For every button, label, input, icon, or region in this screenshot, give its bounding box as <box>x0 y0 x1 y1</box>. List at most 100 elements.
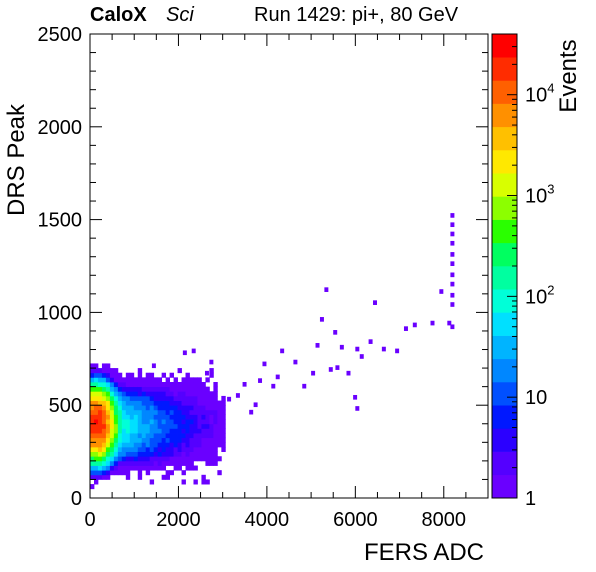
heatmap-bin <box>101 377 107 383</box>
heatmap-bin <box>125 391 131 397</box>
heatmap-bin <box>157 465 163 471</box>
heatmap-bin <box>213 409 218 415</box>
heatmap-bin <box>117 391 123 397</box>
heatmap-bin <box>450 252 455 257</box>
heatmap-bin <box>105 409 111 415</box>
heatmap-bin <box>109 465 115 471</box>
heatmap-bin <box>133 423 139 429</box>
color-scale-tick-exponent: 3 <box>547 182 554 197</box>
heatmap-bin <box>101 395 107 401</box>
heatmap-bin <box>93 437 99 443</box>
heatmap-bin <box>101 460 107 466</box>
heatmap-bin <box>101 382 107 388</box>
heatmap-bin <box>450 261 455 266</box>
heatmap-bin <box>205 428 210 434</box>
heatmap-bin <box>197 442 202 448</box>
heatmap-bin <box>181 456 186 462</box>
heatmap-bin <box>105 442 111 448</box>
heatmap-bin <box>173 377 178 383</box>
heatmap-bin <box>97 395 103 401</box>
heatmap-bin <box>193 456 198 462</box>
heatmap-bin <box>181 423 186 429</box>
heatmap-bin <box>145 382 151 388</box>
heatmap-bin <box>105 400 111 406</box>
heatmap-bin <box>169 460 174 466</box>
y-axis-label: DRS Peak <box>3 103 30 216</box>
heatmap-bin <box>129 442 135 448</box>
heatmap-bin <box>185 433 190 439</box>
heatmap-bin <box>121 446 127 452</box>
heatmap-bin <box>157 419 163 425</box>
heatmap-bin <box>157 400 163 406</box>
heatmap-bin <box>173 446 178 452</box>
heatmap-bin <box>137 386 143 392</box>
heatmap-bin <box>97 423 103 429</box>
heatmap-bin <box>193 433 198 439</box>
heatmap-bin <box>97 386 103 392</box>
heatmap-bin <box>153 451 159 457</box>
heatmap-bin <box>97 451 103 457</box>
heatmap-bin <box>173 433 178 439</box>
heatmap-bin <box>177 442 182 448</box>
heatmap-bin <box>157 423 163 429</box>
heatmap-bin <box>157 395 163 401</box>
heatmap-bin <box>149 400 155 406</box>
heatmap-bin <box>105 363 111 369</box>
heatmap-bin <box>105 419 111 425</box>
heatmap-bin <box>101 428 107 434</box>
heatmap-bin <box>242 382 247 387</box>
heatmap-bin <box>181 470 186 476</box>
heatmap-bin <box>149 382 155 388</box>
heatmap-bin <box>447 320 452 326</box>
heatmap-bin <box>221 428 226 434</box>
heatmap-bin <box>169 400 174 406</box>
heatmap-bin <box>193 391 198 397</box>
heatmap-bin <box>359 354 364 359</box>
heatmap-bin <box>205 442 210 448</box>
heatmap-bin <box>121 428 127 434</box>
color-scale-swatch <box>492 405 517 429</box>
heatmap-bin <box>113 400 119 406</box>
heatmap-bin <box>213 446 218 452</box>
y-tick-label: 1000 <box>38 302 83 324</box>
heatmap-bin <box>121 456 127 462</box>
heatmap-bin <box>153 414 159 420</box>
heatmap-bin <box>137 382 143 388</box>
heatmap-bin <box>133 442 139 448</box>
heatmap-bin <box>93 409 99 415</box>
heatmap-bin <box>221 433 226 439</box>
heatmap-bin <box>197 437 202 443</box>
experiment-name: CaloX <box>90 4 147 26</box>
heatmap-bin <box>217 428 222 434</box>
heatmap-bin <box>450 213 455 218</box>
heatmap-bin <box>185 400 190 406</box>
heatmap-bin <box>197 386 202 392</box>
heatmap-bin <box>101 368 107 374</box>
heatmap-bin <box>141 386 147 392</box>
heatmap-bin <box>165 442 170 448</box>
heatmap-bin <box>157 386 163 392</box>
heatmap-bin <box>133 428 139 434</box>
heatmap-bin <box>205 460 210 466</box>
heatmap-bin <box>189 442 194 448</box>
heatmap-bin <box>121 465 127 471</box>
heatmap-bin <box>149 414 155 420</box>
heatmap-bin <box>201 433 206 439</box>
heatmap-bin <box>209 419 214 425</box>
heatmap-bin <box>189 437 194 443</box>
heatmap-bin <box>173 451 178 457</box>
heatmap-bin <box>209 391 214 397</box>
heatmap-bin <box>181 405 186 411</box>
heatmap-bin <box>169 470 174 476</box>
heatmap-bin <box>129 437 135 443</box>
heatmap-bin <box>169 419 174 425</box>
heatmap-bin <box>97 433 103 439</box>
heatmap-bin <box>105 446 111 452</box>
color-scale-label: Events <box>555 39 582 112</box>
heatmap-bin <box>193 377 198 383</box>
heatmap-bin <box>97 391 103 397</box>
color-scale-swatch <box>492 196 517 220</box>
heatmap-bin <box>93 391 99 397</box>
heatmap-bin <box>145 409 151 415</box>
heatmap-bin <box>201 423 206 429</box>
